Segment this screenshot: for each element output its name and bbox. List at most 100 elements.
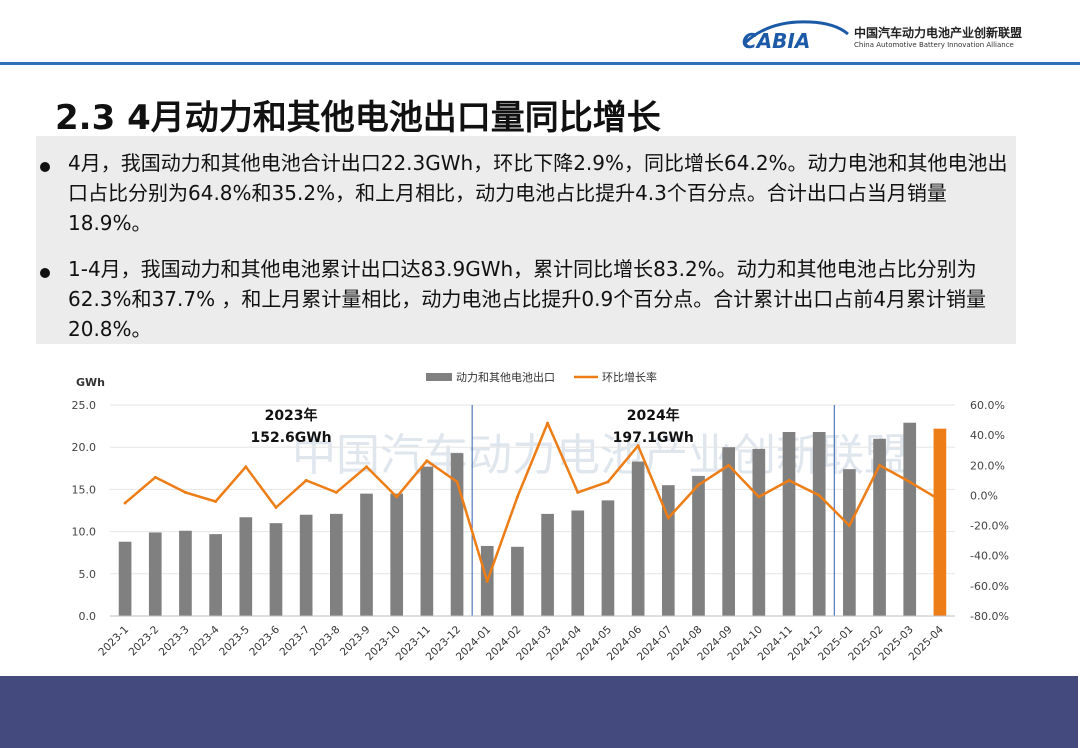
growth-point-2023-5 xyxy=(244,465,248,469)
legend-label-line: 环比增长率 xyxy=(602,370,657,384)
growth-point-2023-9 xyxy=(365,465,369,469)
legend-label-bar: 动力和其他电池出口 xyxy=(456,370,555,384)
car-outline-icon: CABIA xyxy=(742,20,849,53)
export-chart: 中国汽车动力电池产业创新联盟 0.0 5.0 10.0 15.0 20.0 25.0 -80.… xyxy=(0,360,1080,675)
y-tick-right: -20.0% xyxy=(970,520,1009,533)
bullet-dot-icon xyxy=(40,162,50,172)
growth-point-2024-09 xyxy=(727,463,731,467)
y-tick-left: 10.0 xyxy=(72,526,97,539)
growth-point-2023-3 xyxy=(183,490,187,494)
bar-2025-02 xyxy=(873,438,886,616)
growth-point-2024-08 xyxy=(696,483,700,487)
growth-point-2024-10 xyxy=(757,495,761,499)
bar-2023-6 xyxy=(269,523,283,616)
bar-2024-06 xyxy=(631,461,645,616)
bar-2025-03 xyxy=(903,422,917,616)
bar-2024-07 xyxy=(661,485,675,616)
growth-point-2024-04 xyxy=(576,490,580,494)
growth-point-2024-07 xyxy=(666,516,670,520)
bar-2024-08 xyxy=(692,475,705,616)
bar-2023-2 xyxy=(148,532,162,616)
y-tick-left: 15.0 xyxy=(72,483,97,496)
bar-2023-11 xyxy=(420,466,434,616)
bar-2024-09 xyxy=(722,447,735,616)
cabia-logo: CABIA 中国汽车动力电池产业创新联盟 China Automotive Ba… xyxy=(740,14,1040,54)
org-name-en: China Automotive Battery Innovation Alli… xyxy=(854,41,1014,49)
growth-point-2024-11 xyxy=(787,478,791,482)
bar-2023-9 xyxy=(360,493,373,616)
bar-2024-10 xyxy=(752,448,766,616)
x-tick-label: 2023-8 xyxy=(308,624,343,659)
growth-point-2024-01 xyxy=(485,579,489,583)
y-tick-right: 60.0% xyxy=(970,399,1005,412)
bar-2024-04 xyxy=(571,510,585,616)
x-tick-label: 2023-7 xyxy=(277,624,312,659)
growth-point-2024-03 xyxy=(546,421,550,425)
bullet-text-1: 4月，我国动力和其他电池合计出口22.3GWh，环比下降2.9%，同比增长64.… xyxy=(68,151,1008,235)
x-tick-label: 2023-2 xyxy=(127,624,162,659)
growth-point-2023-11 xyxy=(425,459,429,463)
bar-2023-8 xyxy=(330,513,343,616)
y-tick-left: 20.0 xyxy=(72,441,97,454)
bar-2024-02 xyxy=(511,546,524,616)
bar-2024-12 xyxy=(812,432,826,616)
growth-point-2025-02 xyxy=(878,463,882,467)
growth-point-2024-12 xyxy=(817,493,821,497)
bar-2024-11 xyxy=(782,432,796,616)
bar-2025-01 xyxy=(843,469,856,616)
growth-point-2025-04 xyxy=(938,498,942,502)
y-tick-left: 5.0 xyxy=(79,568,97,581)
growth-point-2023-6 xyxy=(274,505,278,509)
growth-rate-line xyxy=(124,421,941,583)
footer-bar xyxy=(0,676,1078,748)
slide-title: 2.3 4月动力和其他电池出口量同比增长 xyxy=(55,98,661,138)
y-tick-left: 25.0 xyxy=(72,399,97,412)
y-tick-right: 40.0% xyxy=(970,429,1005,442)
bullet-text-2: 1-4月，我国动力和其他电池累计出口达83.9GWh，累计同比增长83.2%。动… xyxy=(68,257,986,341)
logo-text: CABIA xyxy=(742,29,810,53)
x-tick-label: 2023-6 xyxy=(247,623,282,658)
y-tick-right: -40.0% xyxy=(970,550,1009,563)
org-name-cn: 中国汽车动力电池产业创新联盟 xyxy=(854,26,1023,40)
y-tick-right: -80.0% xyxy=(970,610,1009,623)
bar-2023-7 xyxy=(299,514,313,616)
growth-point-2023-1 xyxy=(123,501,127,505)
watermark-text: 中国汽车动力电池产业创新联盟 xyxy=(292,430,908,481)
bar-2023-10 xyxy=(390,493,404,616)
y-tick-right: 20.0% xyxy=(970,459,1005,472)
bar-2024-05 xyxy=(601,500,615,616)
header-bar: CABIA 中国汽车动力电池产业创新联盟 China Automotive Ba… xyxy=(0,0,1080,62)
growth-point-2025-01 xyxy=(847,524,851,528)
growth-point-2024-06 xyxy=(636,444,640,448)
bullet-panel: 4月，我国动力和其他电池合计出口22.3GWh，环比下降2.9%，同比增长64.… xyxy=(36,136,1016,344)
x-tick-label: 2023-4 xyxy=(187,623,222,658)
y-axis-label: GWh xyxy=(76,376,105,389)
growth-point-2023-10 xyxy=(395,495,399,499)
x-tick-label: 2023-3 xyxy=(157,624,192,659)
y-tick-right: -60.0% xyxy=(970,580,1009,593)
bar-2023-4 xyxy=(209,534,222,616)
year-label: 2023年 xyxy=(265,407,318,424)
bar-2024-03 xyxy=(541,513,554,616)
bar-2023-5 xyxy=(239,517,253,616)
x-tick-label: 2023-1 xyxy=(96,624,131,659)
x-tick-label: 2023-5 xyxy=(217,624,252,659)
year-total: 197.1GWh xyxy=(613,430,694,446)
y-tick-left: 0.0 xyxy=(79,610,97,623)
growth-point-2024-02 xyxy=(515,495,519,499)
header-divider xyxy=(0,62,1080,65)
growth-point-2024-05 xyxy=(606,480,610,484)
legend-swatch-bar xyxy=(426,373,452,381)
growth-point-2023-8 xyxy=(334,490,338,494)
growth-point-2025-03 xyxy=(908,480,912,484)
growth-point-2023-12 xyxy=(455,480,459,484)
year-label: 2024年 xyxy=(627,407,680,424)
year-total: 152.6GWh xyxy=(250,430,331,446)
bar-2023-3 xyxy=(179,530,192,616)
bullet-dot-icon xyxy=(40,268,50,278)
bar-2025-04 xyxy=(933,428,947,616)
bar-2023-1 xyxy=(118,541,132,616)
chart-svg: 中国汽车动力电池产业创新联盟 0.0 5.0 10.0 15.0 20.0 25.0 -80.… xyxy=(72,370,1009,663)
growth-point-2023-4 xyxy=(214,499,218,503)
growth-point-2023-7 xyxy=(304,478,308,482)
